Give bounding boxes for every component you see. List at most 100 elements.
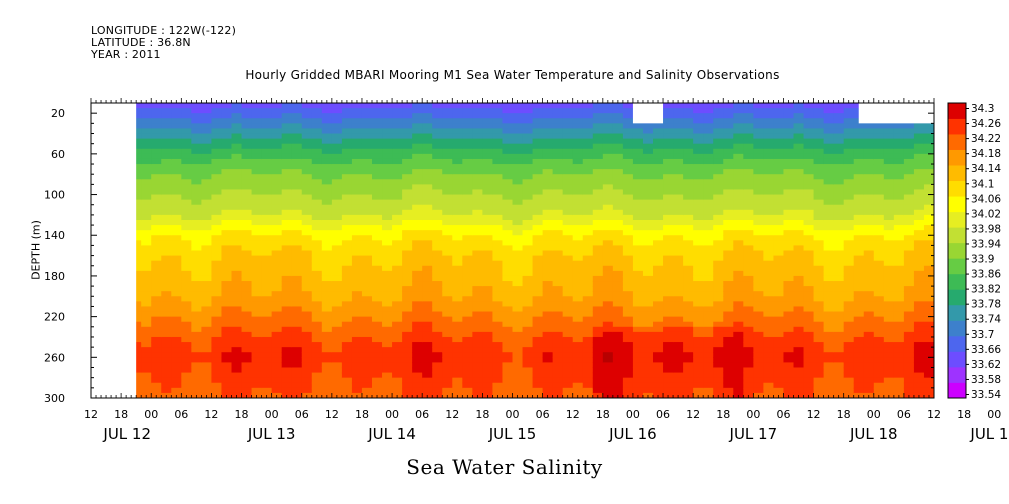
heatmap-cell [733, 143, 744, 150]
heatmap-cell [261, 316, 273, 323]
heatmap-cell [361, 316, 373, 323]
heatmap-cell [261, 143, 273, 150]
heatmap-cell [171, 387, 182, 394]
heatmap-cell [432, 270, 443, 277]
heatmap-cell [492, 270, 504, 277]
heatmap-cell [151, 352, 162, 358]
heatmap-cell [351, 219, 363, 226]
heatmap-cell [863, 143, 875, 150]
heatmap-cell [602, 123, 614, 130]
heatmap-cell [422, 245, 433, 252]
heatmap-cell [341, 179, 353, 185]
heatmap-cell [372, 367, 383, 374]
heatmap-cell [512, 291, 524, 297]
heatmap-cell [903, 209, 915, 216]
heatmap-cell [492, 199, 504, 206]
heatmap-cell [472, 164, 483, 170]
heatmap-cell [281, 352, 293, 358]
heatmap-cell [351, 306, 363, 313]
heatmap-cell [923, 123, 934, 130]
heatmap-cell [141, 331, 152, 338]
heatmap-cell [913, 204, 925, 211]
heatmap-cell [231, 209, 243, 216]
heatmap-cell [512, 265, 524, 272]
heatmap-cell [693, 372, 704, 379]
heatmap-cell [331, 219, 343, 226]
heatmap-cell [221, 260, 233, 267]
heatmap-cell [813, 240, 825, 247]
heatmap-cell [642, 321, 654, 328]
heatmap-cell [452, 326, 463, 333]
heatmap-cell [331, 194, 343, 201]
heatmap-cell [663, 245, 674, 252]
heatmap-cell [703, 103, 714, 109]
heatmap-cell [492, 281, 504, 287]
heatmap-cell [382, 199, 393, 206]
heatmap-cell [642, 265, 654, 272]
heatmap-cell [642, 169, 654, 175]
heatmap-cell [733, 204, 744, 211]
heatmap-cell [251, 347, 263, 353]
heatmap-cell [743, 387, 754, 394]
heatmap-cell [482, 306, 494, 313]
heatmap-cell [693, 286, 704, 292]
heatmap-cell [372, 189, 383, 196]
heatmap-cell [412, 275, 423, 282]
heatmap-cell [452, 148, 463, 155]
heatmap-cell [813, 235, 825, 241]
heatmap-cell [612, 174, 624, 180]
heatmap-cell [833, 331, 845, 338]
heatmap-cell [572, 128, 584, 135]
heatmap-cell [311, 250, 323, 257]
heatmap-cell [673, 204, 684, 211]
heatmap-cell [291, 250, 303, 257]
heatmap-cell [803, 255, 815, 262]
heatmap-cell [482, 245, 494, 252]
heatmap-cell [572, 240, 584, 247]
heatmap-cell [703, 133, 714, 140]
heatmap-cell [863, 331, 875, 338]
heatmap-cell [602, 382, 614, 389]
heatmap-cell [713, 301, 724, 308]
heatmap-cell [612, 306, 624, 313]
heatmap-cell [141, 265, 152, 272]
heatmap-cell [703, 362, 714, 369]
heatmap-cell [592, 342, 604, 348]
heatmap-cell [793, 179, 805, 185]
heatmap-cell [482, 214, 494, 221]
heatmap-cell [813, 377, 825, 384]
heatmap-cell [492, 331, 504, 338]
heatmap-cell [432, 194, 443, 201]
heatmap-cell [883, 352, 895, 358]
heatmap-cell [653, 296, 664, 302]
heatmap-cell [632, 194, 644, 201]
heatmap-cell [472, 367, 483, 374]
heatmap-cell [382, 357, 393, 363]
heatmap-cell [151, 316, 162, 323]
heatmap-cell [813, 209, 825, 216]
heatmap-cell [733, 219, 744, 226]
heatmap-cell [151, 214, 162, 221]
heatmap-cell [241, 164, 253, 170]
heatmap-cell [853, 321, 865, 328]
heatmap-cell [452, 235, 463, 241]
heatmap-cell [422, 128, 433, 135]
heatmap-cell [231, 214, 243, 221]
heatmap-cell [271, 240, 283, 247]
heatmap-cell [843, 118, 855, 124]
heatmap-cell [733, 158, 744, 165]
heatmap-cell [773, 357, 785, 363]
heatmap-cell [221, 113, 233, 119]
heatmap-cell [261, 184, 273, 191]
heatmap-cell [372, 311, 383, 318]
heatmap-cell [372, 209, 383, 216]
heatmap-cell [321, 199, 333, 206]
heatmap-cell [572, 199, 584, 206]
heatmap-cell [472, 342, 483, 348]
heatmap-cell [291, 387, 303, 394]
heatmap-cell [733, 209, 744, 216]
heatmap-cell [131, 169, 142, 175]
heatmap-cell [241, 342, 253, 348]
heatmap-cell [763, 316, 775, 323]
heatmap-cell [462, 128, 473, 135]
